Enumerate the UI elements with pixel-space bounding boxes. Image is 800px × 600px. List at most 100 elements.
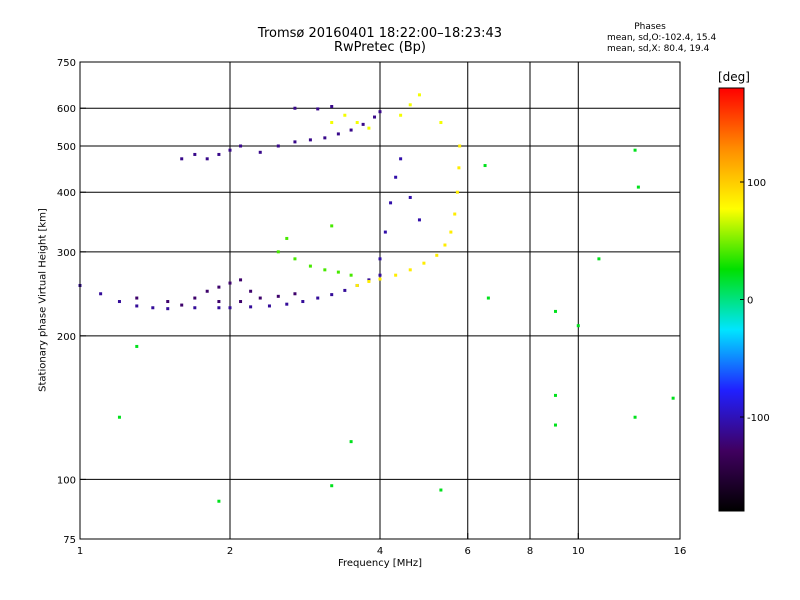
- y-tick-label: 400: [57, 188, 76, 199]
- data-point: [443, 243, 447, 247]
- data-point: [449, 230, 453, 234]
- data-point: [343, 288, 347, 292]
- data-point: [453, 212, 457, 216]
- data-point: [394, 175, 398, 179]
- data-point: [378, 273, 382, 277]
- chart-title: Tromsø 20160401 18:22:00–18:23:43: [257, 26, 503, 41]
- data-point: [267, 304, 271, 308]
- data-point: [408, 103, 412, 107]
- data-point: [228, 148, 232, 152]
- data-point: [633, 415, 637, 419]
- data-point: [486, 296, 490, 300]
- data-point: [316, 107, 320, 111]
- data-point: [636, 185, 640, 189]
- data-point: [258, 150, 262, 154]
- data-point: [439, 121, 443, 125]
- data-point: [417, 218, 421, 222]
- data-point: [217, 285, 221, 289]
- data-point: [553, 423, 557, 427]
- data-point: [457, 166, 461, 170]
- data-point: [417, 93, 421, 97]
- data-point: [349, 273, 353, 277]
- data-point: [671, 396, 675, 400]
- data-point: [239, 278, 243, 282]
- data-point: [293, 292, 297, 296]
- data-point: [330, 484, 334, 488]
- data-point: [330, 224, 334, 228]
- data-point: [383, 230, 387, 234]
- data-point: [217, 152, 221, 156]
- data-point: [293, 140, 297, 144]
- data-point: [228, 281, 232, 285]
- x-tick-label: 4: [377, 546, 383, 557]
- x-tick-label: 8: [527, 546, 533, 557]
- y-tick-label: 100: [57, 475, 76, 486]
- data-point: [336, 132, 340, 136]
- colorbar-tick-label: -100: [747, 413, 770, 424]
- data-point: [180, 157, 184, 161]
- data-point: [193, 306, 197, 310]
- data-point: [193, 152, 197, 156]
- data-point: [258, 296, 262, 300]
- y-tick-label: 600: [57, 104, 76, 115]
- data-point: [553, 309, 557, 313]
- data-point: [323, 136, 327, 140]
- data-point: [166, 300, 170, 304]
- data-point: [435, 253, 439, 257]
- data-point: [378, 110, 382, 114]
- data-point: [408, 195, 412, 199]
- y-tick-label: 200: [57, 332, 76, 343]
- data-point: [316, 296, 320, 300]
- y-tick-label: 300: [57, 248, 76, 259]
- data-point: [180, 303, 184, 307]
- data-point: [349, 128, 353, 132]
- data-point: [249, 289, 253, 293]
- data-point: [135, 304, 139, 308]
- data-point: [217, 306, 221, 310]
- colorbar-tick-label: 0: [747, 296, 753, 307]
- x-tick-label: 6: [465, 546, 471, 557]
- data-point: [301, 300, 305, 304]
- data-point: [217, 300, 221, 304]
- data-point: [408, 268, 412, 272]
- data-point: [293, 106, 297, 110]
- data-point: [373, 115, 377, 119]
- data-point: [367, 279, 371, 283]
- data-point: [330, 105, 334, 109]
- colorbar-tick-label: 100: [747, 178, 766, 189]
- data-point: [597, 257, 601, 261]
- data-point: [330, 121, 334, 125]
- data-point: [389, 201, 393, 205]
- data-point: [239, 300, 243, 304]
- data-point: [355, 283, 359, 287]
- data-point: [293, 257, 297, 261]
- data-point: [349, 440, 353, 444]
- phases-heading: Phases: [634, 22, 666, 32]
- colorbar-unit-label: [deg]: [718, 70, 750, 84]
- data-point: [455, 190, 459, 194]
- data-point: [285, 236, 289, 240]
- y-tick-label: 75: [63, 535, 76, 546]
- data-point: [193, 296, 197, 300]
- data-point: [355, 121, 359, 125]
- data-point: [394, 273, 398, 277]
- data-point: [422, 261, 426, 265]
- data-point: [205, 157, 209, 161]
- x-tick-label: 2: [227, 546, 233, 557]
- y-tick-label: 750: [57, 58, 76, 69]
- phase-stat-o: mean, sd,O:-102.4, 15.4: [607, 33, 717, 43]
- x-tick-label: 10: [572, 546, 585, 557]
- data-point: [336, 270, 340, 274]
- data-point: [458, 144, 462, 148]
- data-point: [285, 302, 289, 306]
- data-point: [205, 289, 209, 293]
- data-point: [367, 278, 371, 282]
- data-point: [576, 324, 580, 328]
- data-point: [276, 294, 280, 298]
- data-point: [166, 307, 170, 311]
- y-tick-label: 500: [57, 142, 76, 153]
- data-point: [151, 306, 155, 310]
- data-point: [439, 488, 443, 492]
- data-point: [249, 305, 253, 309]
